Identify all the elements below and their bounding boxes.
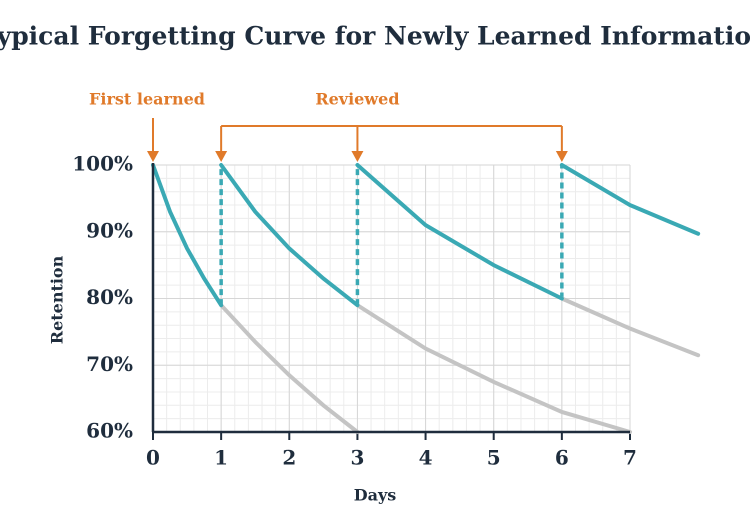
x-tick-label: 2 bbox=[282, 446, 296, 470]
retention-curve bbox=[219, 303, 360, 434]
x-tick-label: 0 bbox=[146, 446, 160, 470]
x-tick-label: 1 bbox=[214, 446, 228, 470]
x-tick-label: 5 bbox=[487, 446, 501, 470]
annotation-arrowhead bbox=[147, 151, 159, 162]
x-tick-label: 3 bbox=[350, 446, 364, 470]
retention-curve bbox=[355, 303, 632, 434]
annotation-arrowhead bbox=[351, 151, 364, 162]
retention-curve bbox=[355, 163, 564, 301]
retention-curve bbox=[559, 296, 701, 358]
x-tick-label: 7 bbox=[623, 446, 637, 470]
annotation-label: First learned bbox=[89, 90, 205, 109]
retention-curve bbox=[559, 163, 701, 236]
y-tick-label: 100% bbox=[72, 152, 133, 176]
chart-title: Typical Forgetting Curve for Newly Learn… bbox=[0, 22, 750, 51]
annotation-arrowhead bbox=[555, 151, 568, 162]
y-tick-label: 90% bbox=[86, 218, 133, 242]
y-tick-label: 70% bbox=[86, 352, 133, 376]
retention-curve bbox=[219, 163, 360, 308]
x-axis-label: Days bbox=[354, 486, 397, 505]
annotation-arrowhead bbox=[215, 151, 228, 162]
annotation-label: Reviewed bbox=[315, 90, 399, 109]
y-axis-label: Retention bbox=[48, 255, 67, 344]
retention-curve bbox=[151, 163, 224, 308]
y-tick-label: 80% bbox=[86, 285, 133, 309]
x-tick-label: 4 bbox=[419, 446, 433, 470]
y-tick-label: 60% bbox=[86, 419, 133, 443]
x-tick-label: 6 bbox=[555, 446, 569, 470]
